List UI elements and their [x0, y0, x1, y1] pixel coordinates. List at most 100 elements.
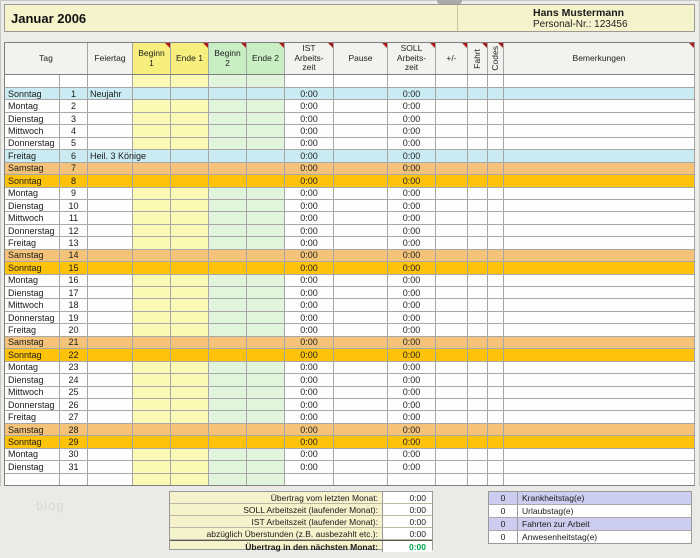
- plusminus-cell[interactable]: [436, 137, 468, 150]
- bemerkung-cell[interactable]: [504, 175, 695, 187]
- ende1-cell[interactable]: [171, 212, 209, 224]
- ende2-cell[interactable]: [247, 436, 285, 448]
- plusminus-cell[interactable]: [436, 249, 468, 262]
- beginn1-cell[interactable]: [133, 150, 171, 162]
- ende1-cell[interactable]: [171, 423, 209, 436]
- bemerkung-cell[interactable]: [504, 448, 695, 461]
- ende1-cell[interactable]: [171, 187, 209, 199]
- codes-cell[interactable]: [488, 287, 504, 299]
- pause-cell[interactable]: [334, 361, 388, 374]
- ende2-cell[interactable]: [247, 423, 285, 436]
- beginn1-cell[interactable]: [133, 262, 171, 274]
- codes-cell[interactable]: [488, 398, 504, 411]
- ende2-cell[interactable]: [247, 212, 285, 224]
- bemerkung-cell[interactable]: [504, 199, 695, 212]
- pause-cell[interactable]: [334, 150, 388, 162]
- beginn2-cell[interactable]: [209, 461, 247, 473]
- ende2-cell[interactable]: [247, 100, 285, 112]
- bemerkung-cell[interactable]: [504, 299, 695, 311]
- ende2-cell[interactable]: [247, 274, 285, 286]
- plusminus-cell[interactable]: [436, 411, 468, 423]
- plusminus-cell[interactable]: [436, 423, 468, 436]
- beginn1-cell[interactable]: [133, 212, 171, 224]
- plusminus-cell[interactable]: [436, 112, 468, 125]
- beginn2-cell[interactable]: [209, 212, 247, 224]
- bemerkung-cell[interactable]: [504, 137, 695, 150]
- fahrt-cell[interactable]: [468, 187, 488, 199]
- plusminus-cell[interactable]: [436, 100, 468, 112]
- ende1-cell[interactable]: [171, 287, 209, 299]
- plusminus-cell[interactable]: [436, 88, 468, 100]
- ende2-cell[interactable]: [247, 262, 285, 274]
- ende2-cell[interactable]: [247, 374, 285, 386]
- fahrt-cell[interactable]: [468, 224, 488, 237]
- fahrt-cell[interactable]: [468, 125, 488, 137]
- fahrt-cell[interactable]: [468, 212, 488, 224]
- fahrt-cell[interactable]: [468, 336, 488, 349]
- ende2-cell[interactable]: [247, 224, 285, 237]
- codes-cell[interactable]: [488, 137, 504, 150]
- bemerkung-cell[interactable]: [504, 374, 695, 386]
- pause-cell[interactable]: [334, 88, 388, 100]
- pause-cell[interactable]: [334, 249, 388, 262]
- plusminus-cell[interactable]: [436, 162, 468, 175]
- plusminus-cell[interactable]: [436, 436, 468, 448]
- beginn1-cell[interactable]: [133, 112, 171, 125]
- fahrt-cell[interactable]: [468, 162, 488, 175]
- beginn1-cell[interactable]: [133, 187, 171, 199]
- bemerkung-cell[interactable]: [504, 262, 695, 274]
- ende1-cell[interactable]: [171, 473, 209, 485]
- beginn2-cell[interactable]: [209, 299, 247, 311]
- bemerkung-cell[interactable]: [504, 162, 695, 175]
- beginn1-cell[interactable]: [133, 237, 171, 249]
- beginn1-cell[interactable]: [133, 287, 171, 299]
- plusminus-cell[interactable]: [436, 299, 468, 311]
- bemerkung-cell[interactable]: [504, 436, 695, 448]
- codes-cell[interactable]: [488, 249, 504, 262]
- beginn2-cell[interactable]: [209, 336, 247, 349]
- pause-cell[interactable]: [334, 212, 388, 224]
- bemerkung-cell[interactable]: [504, 349, 695, 361]
- bemerkung-cell[interactable]: [504, 336, 695, 349]
- ende1-cell[interactable]: [171, 311, 209, 324]
- pause-cell[interactable]: [334, 311, 388, 324]
- fahrt-cell[interactable]: [468, 274, 488, 286]
- beginn2-cell[interactable]: [209, 88, 247, 100]
- beginn2-cell[interactable]: [209, 473, 247, 485]
- ende1-cell[interactable]: [171, 249, 209, 262]
- ende2-cell[interactable]: [247, 398, 285, 411]
- plusminus-cell[interactable]: [436, 125, 468, 137]
- fahrt-cell[interactable]: [468, 374, 488, 386]
- ende2-cell[interactable]: [247, 249, 285, 262]
- pause-cell[interactable]: [334, 336, 388, 349]
- plusminus-cell[interactable]: [436, 324, 468, 336]
- beginn2-cell[interactable]: [209, 137, 247, 150]
- bemerkung-cell[interactable]: [504, 324, 695, 336]
- beginn1-cell[interactable]: [133, 100, 171, 112]
- codes-cell[interactable]: [488, 324, 504, 336]
- pause-cell[interactable]: [334, 274, 388, 286]
- beginn1-cell[interactable]: [133, 137, 171, 150]
- beginn2-cell[interactable]: [209, 311, 247, 324]
- fahrt-cell[interactable]: [468, 386, 488, 398]
- beginn1-cell[interactable]: [133, 411, 171, 423]
- bemerkung-cell[interactable]: [504, 212, 695, 224]
- ende1-cell[interactable]: [171, 137, 209, 150]
- ende1-cell[interactable]: [171, 361, 209, 374]
- bemerkung-cell[interactable]: [504, 361, 695, 374]
- beginn2-cell[interactable]: [209, 398, 247, 411]
- ende2-cell[interactable]: [247, 448, 285, 461]
- bemerkung-cell[interactable]: [504, 187, 695, 199]
- beginn2-cell[interactable]: [209, 448, 247, 461]
- beginn1-cell[interactable]: [133, 473, 171, 485]
- codes-cell[interactable]: [488, 473, 504, 485]
- fahrt-cell[interactable]: [468, 311, 488, 324]
- bemerkung-cell[interactable]: [504, 100, 695, 112]
- beginn1-cell[interactable]: [133, 199, 171, 212]
- ende2-cell[interactable]: [247, 386, 285, 398]
- plusminus-cell[interactable]: [436, 473, 468, 485]
- codes-cell[interactable]: [488, 175, 504, 187]
- ende2-cell[interactable]: [247, 112, 285, 125]
- beginn1-cell[interactable]: [133, 436, 171, 448]
- bemerkung-cell[interactable]: [504, 88, 695, 100]
